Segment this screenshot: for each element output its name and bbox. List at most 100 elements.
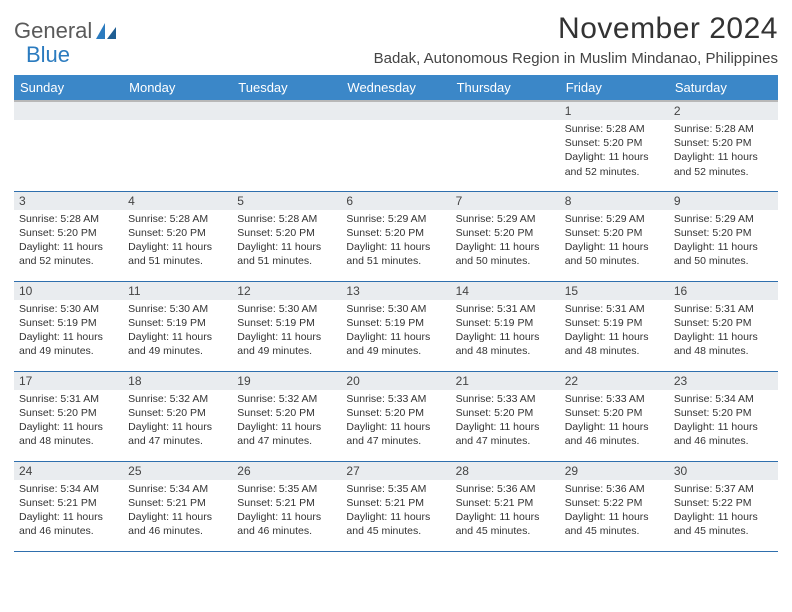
day-number: 14 xyxy=(451,282,560,300)
day-details: Sunrise: 5:28 AMSunset: 5:20 PMDaylight:… xyxy=(123,210,232,272)
calendar-table: SundayMondayTuesdayWednesdayThursdayFrid… xyxy=(14,75,778,552)
calendar-week: 3Sunrise: 5:28 AMSunset: 5:20 PMDaylight… xyxy=(14,191,778,281)
day-details: Sunrise: 5:30 AMSunset: 5:19 PMDaylight:… xyxy=(14,300,123,362)
day-details: Sunrise: 5:29 AMSunset: 5:20 PMDaylight:… xyxy=(451,210,560,272)
day-detail-line: and 45 minutes. xyxy=(565,524,664,538)
day-detail-line: Sunrise: 5:31 AM xyxy=(565,302,664,316)
day-detail-line: Daylight: 11 hours xyxy=(346,510,445,524)
day-detail-line: Sunrise: 5:30 AM xyxy=(19,302,118,316)
day-detail-line: and 46 minutes. xyxy=(674,434,773,448)
brand-logo: General xyxy=(14,12,120,44)
day-detail-line: Daylight: 11 hours xyxy=(456,330,555,344)
day-detail-line: Sunrise: 5:34 AM xyxy=(128,482,227,496)
day-detail-line: Sunset: 5:20 PM xyxy=(19,226,118,240)
day-details: Sunrise: 5:33 AMSunset: 5:20 PMDaylight:… xyxy=(341,390,450,452)
day-detail-line: Sunrise: 5:29 AM xyxy=(346,212,445,226)
calendar-cell: 8Sunrise: 5:29 AMSunset: 5:20 PMDaylight… xyxy=(560,191,669,281)
day-number: 19 xyxy=(232,372,341,390)
day-number xyxy=(14,102,123,120)
day-detail-line: Daylight: 11 hours xyxy=(237,240,336,254)
day-details: Sunrise: 5:30 AMSunset: 5:19 PMDaylight:… xyxy=(341,300,450,362)
calendar-cell: 16Sunrise: 5:31 AMSunset: 5:20 PMDayligh… xyxy=(669,281,778,371)
day-detail-line: Daylight: 11 hours xyxy=(346,420,445,434)
header: General November 2024 Badak, Autonomous … xyxy=(14,12,778,73)
month-title: November 2024 xyxy=(374,12,778,46)
calendar-cell: 10Sunrise: 5:30 AMSunset: 5:19 PMDayligh… xyxy=(14,281,123,371)
day-number: 25 xyxy=(123,462,232,480)
calendar-cell: 30Sunrise: 5:37 AMSunset: 5:22 PMDayligh… xyxy=(669,461,778,551)
title-wrap: November 2024 Badak, Autonomous Region i… xyxy=(374,12,778,73)
day-details: Sunrise: 5:34 AMSunset: 5:20 PMDaylight:… xyxy=(669,390,778,452)
calendar-week: 24Sunrise: 5:34 AMSunset: 5:21 PMDayligh… xyxy=(14,461,778,551)
calendar-cell: 9Sunrise: 5:29 AMSunset: 5:20 PMDaylight… xyxy=(669,191,778,281)
day-detail-line: Sunrise: 5:31 AM xyxy=(674,302,773,316)
calendar-cell: 17Sunrise: 5:31 AMSunset: 5:20 PMDayligh… xyxy=(14,371,123,461)
day-detail-line: Sunrise: 5:32 AM xyxy=(128,392,227,406)
day-detail-line: and 49 minutes. xyxy=(128,344,227,358)
day-detail-line: Sunset: 5:20 PM xyxy=(346,406,445,420)
day-detail-line: Sunset: 5:19 PM xyxy=(346,316,445,330)
day-number: 6 xyxy=(341,192,450,210)
day-number: 15 xyxy=(560,282,669,300)
day-detail-line: Sunrise: 5:28 AM xyxy=(19,212,118,226)
day-detail-line: Sunrise: 5:32 AM xyxy=(237,392,336,406)
day-number: 10 xyxy=(14,282,123,300)
calendar-cell xyxy=(232,101,341,191)
day-number xyxy=(232,102,341,120)
day-detail-line: Sunrise: 5:29 AM xyxy=(674,212,773,226)
day-number: 21 xyxy=(451,372,560,390)
day-detail-line: and 45 minutes. xyxy=(346,524,445,538)
calendar-cell: 24Sunrise: 5:34 AMSunset: 5:21 PMDayligh… xyxy=(14,461,123,551)
day-details: Sunrise: 5:31 AMSunset: 5:19 PMDaylight:… xyxy=(560,300,669,362)
day-detail-line: Sunset: 5:20 PM xyxy=(565,136,664,150)
calendar-cell: 2Sunrise: 5:28 AMSunset: 5:20 PMDaylight… xyxy=(669,101,778,191)
day-number: 1 xyxy=(560,102,669,120)
day-details: Sunrise: 5:35 AMSunset: 5:21 PMDaylight:… xyxy=(232,480,341,542)
day-detail-line: and 48 minutes. xyxy=(565,344,664,358)
day-number: 30 xyxy=(669,462,778,480)
day-details: Sunrise: 5:33 AMSunset: 5:20 PMDaylight:… xyxy=(451,390,560,452)
day-detail-line: Daylight: 11 hours xyxy=(128,240,227,254)
calendar-cell: 27Sunrise: 5:35 AMSunset: 5:21 PMDayligh… xyxy=(341,461,450,551)
day-detail-line: and 50 minutes. xyxy=(456,254,555,268)
calendar-cell: 6Sunrise: 5:29 AMSunset: 5:20 PMDaylight… xyxy=(341,191,450,281)
day-detail-line: Sunrise: 5:29 AM xyxy=(565,212,664,226)
day-detail-line: Daylight: 11 hours xyxy=(456,240,555,254)
day-detail-line: and 45 minutes. xyxy=(674,524,773,538)
day-details: Sunrise: 5:29 AMSunset: 5:20 PMDaylight:… xyxy=(341,210,450,272)
day-detail-line: Sunset: 5:20 PM xyxy=(565,406,664,420)
day-number: 3 xyxy=(14,192,123,210)
day-detail-line: Sunrise: 5:33 AM xyxy=(346,392,445,406)
calendar-cell: 19Sunrise: 5:32 AMSunset: 5:20 PMDayligh… xyxy=(232,371,341,461)
day-detail-line: and 51 minutes. xyxy=(346,254,445,268)
day-detail-line: Daylight: 11 hours xyxy=(565,150,664,164)
day-detail-line: Sunrise: 5:30 AM xyxy=(128,302,227,316)
day-number xyxy=(341,102,450,120)
day-detail-line: Daylight: 11 hours xyxy=(456,420,555,434)
day-detail-line: Sunset: 5:19 PM xyxy=(565,316,664,330)
day-detail-line: Sunrise: 5:28 AM xyxy=(128,212,227,226)
day-detail-line: Sunrise: 5:35 AM xyxy=(237,482,336,496)
day-detail-line: Sunrise: 5:28 AM xyxy=(237,212,336,226)
day-detail-line: Sunrise: 5:29 AM xyxy=(456,212,555,226)
day-detail-line: Sunrise: 5:35 AM xyxy=(346,482,445,496)
day-details: Sunrise: 5:28 AMSunset: 5:20 PMDaylight:… xyxy=(232,210,341,272)
calendar-cell: 11Sunrise: 5:30 AMSunset: 5:19 PMDayligh… xyxy=(123,281,232,371)
day-detail-line: and 49 minutes. xyxy=(346,344,445,358)
day-number: 2 xyxy=(669,102,778,120)
day-detail-line: Daylight: 11 hours xyxy=(237,510,336,524)
day-detail-line: and 51 minutes. xyxy=(128,254,227,268)
day-number: 13 xyxy=(341,282,450,300)
day-number: 12 xyxy=(232,282,341,300)
day-number: 24 xyxy=(14,462,123,480)
day-detail-line: and 52 minutes. xyxy=(565,165,664,179)
day-detail-line: Daylight: 11 hours xyxy=(456,510,555,524)
day-detail-line: and 47 minutes. xyxy=(346,434,445,448)
day-detail-line: Sunset: 5:19 PM xyxy=(456,316,555,330)
calendar-cell: 26Sunrise: 5:35 AMSunset: 5:21 PMDayligh… xyxy=(232,461,341,551)
calendar-cell: 21Sunrise: 5:33 AMSunset: 5:20 PMDayligh… xyxy=(451,371,560,461)
weekday-header: Monday xyxy=(123,75,232,101)
calendar-cell: 13Sunrise: 5:30 AMSunset: 5:19 PMDayligh… xyxy=(341,281,450,371)
day-detail-line: and 47 minutes. xyxy=(128,434,227,448)
day-details: Sunrise: 5:29 AMSunset: 5:20 PMDaylight:… xyxy=(669,210,778,272)
